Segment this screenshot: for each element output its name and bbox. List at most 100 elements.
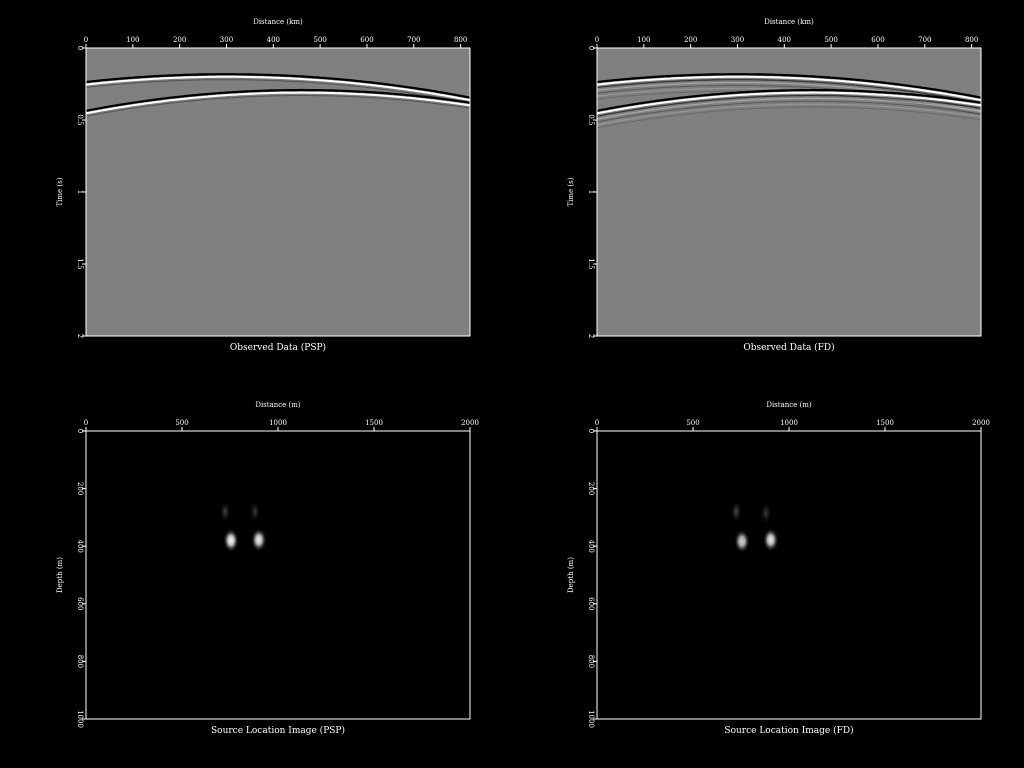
trace-stripe	[597, 216, 981, 217]
trace-stripe	[597, 303, 981, 304]
trace-stripe	[86, 147, 470, 148]
y-tick-label: 1	[587, 190, 595, 194]
trace-stripe	[597, 108, 981, 109]
trace-stripe	[86, 162, 470, 163]
trace-stripe	[86, 201, 470, 202]
trace-stripe	[597, 228, 981, 229]
chart-title: Source Location Image (PSP)	[211, 725, 345, 736]
trace-stripe	[86, 186, 470, 187]
y-tick-label: 200	[587, 482, 595, 495]
trace-stripe	[86, 246, 470, 247]
trace-stripe	[597, 246, 981, 247]
trace-stripe	[597, 309, 981, 310]
x-tick-label: 100	[126, 36, 139, 44]
trace-stripe	[86, 330, 470, 331]
panel-source-location-image-fd: 0 500 1000 1500 2000 0 200 400 600 800 1000 Distanc…	[567, 401, 990, 736]
trace-stripe	[86, 150, 470, 151]
trace-stripe	[597, 120, 981, 121]
trace-stripe	[86, 81, 470, 82]
panel-source-location-image-psp: 0 500 1000 1500 2000 0 200 400 600 800 1000 Distanc…	[56, 401, 479, 736]
event-2-wavefront-5	[597, 103, 981, 126]
x-tick-label: 1000	[269, 419, 287, 427]
trace-stripe	[86, 213, 470, 214]
trace-stripe	[597, 111, 981, 112]
trace-stripe	[597, 168, 981, 169]
trace-stripe	[86, 132, 470, 133]
trace-stripe	[597, 186, 981, 187]
trace-stripe	[86, 156, 470, 157]
event-2-wavefront-4	[597, 100, 981, 123]
trace-stripe	[86, 312, 470, 313]
x-tick-label: 1000	[780, 419, 798, 427]
event-2-wavefront-3	[597, 97, 981, 120]
x-axis-label: Distance (m)	[766, 401, 812, 409]
trace-stripe	[597, 201, 981, 202]
trace-stripe	[597, 207, 981, 208]
trace-stripe	[86, 264, 470, 265]
trace-stripe	[597, 243, 981, 244]
event-1-wavefront-2	[597, 79, 981, 104]
source-spot	[733, 529, 750, 554]
trace-stripe	[86, 300, 470, 301]
trace-stripe	[86, 243, 470, 244]
trace-stripe	[86, 237, 470, 238]
chart-title: Source Location Image (FD)	[724, 725, 853, 736]
trace-stripe	[86, 66, 470, 67]
trace-stripe	[86, 204, 470, 205]
trace-stripe	[86, 120, 470, 121]
trace-stripe	[86, 270, 470, 271]
panel-observed-data-fd: 0 100 200 300 400 500 600 700 800 0 0.5 1 1.5 2 Distan…	[567, 18, 982, 353]
trace-stripe	[86, 84, 470, 85]
x-tick-label: 300	[220, 36, 233, 44]
chart-title: Observed Data (PSP)	[230, 342, 326, 353]
trace-stripe	[597, 114, 981, 115]
trace-stripe	[86, 60, 470, 61]
trace-stripe	[86, 54, 470, 55]
y-tick-label: 0	[76, 46, 84, 50]
trace-stripe	[597, 315, 981, 316]
y-tick-label: 600	[76, 597, 84, 610]
x-tick-label: 500	[175, 419, 188, 427]
trace-stripe	[86, 129, 470, 130]
event-2-wavefront-2	[86, 95, 470, 117]
event-1-wavefront-0	[86, 73, 470, 99]
trace-stripe	[597, 162, 981, 163]
x-tick-label: 600	[871, 36, 884, 44]
trace-stripe	[597, 84, 981, 85]
trace-stripe	[597, 63, 981, 64]
x-tick-label: 300	[731, 36, 744, 44]
x-tick-label: 400	[778, 36, 791, 44]
trace-stripe	[597, 291, 981, 292]
trace-stripe	[597, 156, 981, 157]
trace-stripe	[597, 69, 981, 70]
trace-stripe	[597, 321, 981, 322]
trace-stripe	[597, 117, 981, 118]
source-spot	[250, 527, 267, 552]
trace-stripe	[597, 327, 981, 328]
ghost-spot	[248, 499, 261, 524]
trace-stripe	[86, 192, 470, 193]
trace-stripe	[597, 249, 981, 250]
trace-stripe	[86, 207, 470, 208]
trace-stripe	[86, 324, 470, 325]
trace-stripe	[597, 54, 981, 55]
image-area	[597, 48, 981, 334]
x-tick-label: 600	[360, 36, 373, 44]
trace-stripe	[597, 225, 981, 226]
trace-stripe	[86, 171, 470, 172]
image-area	[730, 499, 779, 554]
trace-stripe	[86, 108, 470, 109]
trace-stripe	[86, 180, 470, 181]
source-spot	[222, 528, 239, 553]
trace-stripe	[86, 261, 470, 262]
trace-stripe	[86, 225, 470, 226]
x-tick-label: 1500	[876, 419, 894, 427]
event-2-wavefront-6	[597, 106, 981, 129]
trace-stripe	[86, 309, 470, 310]
x-tick-label: 400	[267, 36, 280, 44]
trace-stripe	[597, 144, 981, 145]
trace-stripe	[597, 129, 981, 130]
y-tick-label: 2	[76, 334, 84, 338]
trace-stripe	[597, 165, 981, 166]
trace-stripe	[597, 96, 981, 97]
